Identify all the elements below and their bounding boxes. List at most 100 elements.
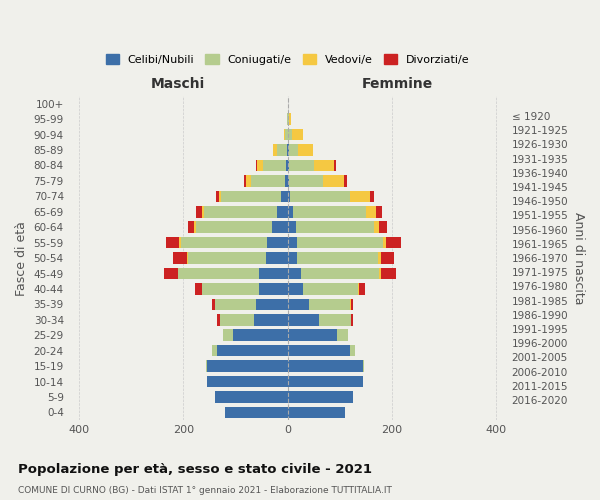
- Bar: [216, 190, 219, 202]
- Bar: [287, 406, 345, 418]
- Bar: [287, 330, 337, 341]
- Bar: [223, 330, 233, 341]
- Bar: [173, 252, 187, 264]
- Bar: [285, 175, 287, 186]
- Bar: [297, 237, 383, 248]
- Bar: [166, 237, 179, 248]
- Bar: [257, 160, 263, 172]
- Bar: [246, 175, 251, 186]
- Bar: [207, 360, 287, 372]
- Bar: [281, 190, 287, 202]
- Bar: [350, 190, 370, 202]
- Bar: [256, 298, 287, 310]
- Bar: [244, 175, 246, 186]
- Bar: [287, 268, 301, 280]
- Bar: [212, 345, 217, 356]
- Bar: [164, 268, 178, 280]
- Bar: [287, 252, 297, 264]
- Bar: [285, 129, 287, 140]
- Bar: [287, 376, 364, 388]
- Bar: [289, 175, 323, 186]
- Bar: [204, 206, 277, 218]
- Bar: [297, 252, 378, 264]
- Bar: [194, 222, 196, 233]
- Bar: [287, 360, 364, 372]
- Bar: [380, 252, 394, 264]
- Bar: [272, 222, 287, 233]
- Bar: [287, 175, 289, 186]
- Bar: [207, 376, 287, 388]
- Bar: [259, 283, 287, 294]
- Text: COMUNE DI CURNO (BG) - Dati ISTAT 1° gennaio 2021 - Elaborazione TUTTITALIA.IT: COMUNE DI CURNO (BG) - Dati ISTAT 1° gen…: [18, 486, 392, 495]
- Bar: [215, 391, 287, 403]
- Bar: [383, 237, 386, 248]
- Bar: [202, 283, 259, 294]
- Bar: [187, 252, 188, 264]
- Bar: [287, 206, 293, 218]
- Bar: [292, 129, 304, 140]
- Bar: [287, 222, 296, 233]
- Bar: [334, 160, 335, 172]
- Bar: [287, 160, 289, 172]
- Bar: [374, 222, 379, 233]
- Bar: [225, 406, 287, 418]
- Text: Maschi: Maschi: [151, 78, 205, 92]
- Bar: [298, 144, 313, 156]
- Bar: [287, 345, 350, 356]
- Bar: [344, 175, 347, 186]
- Y-axis label: Anni di nascita: Anni di nascita: [572, 212, 585, 304]
- Bar: [314, 160, 334, 172]
- Bar: [319, 314, 352, 326]
- Bar: [273, 144, 277, 156]
- Bar: [289, 160, 314, 172]
- Bar: [267, 237, 287, 248]
- Text: Femmine: Femmine: [362, 78, 433, 92]
- Bar: [217, 345, 287, 356]
- Bar: [287, 144, 289, 156]
- Bar: [233, 330, 287, 341]
- Bar: [212, 298, 215, 310]
- Bar: [379, 222, 387, 233]
- Bar: [350, 345, 355, 356]
- Bar: [286, 160, 287, 172]
- Bar: [289, 114, 292, 125]
- Bar: [293, 206, 366, 218]
- Bar: [287, 283, 304, 294]
- Bar: [215, 298, 256, 310]
- Bar: [366, 206, 376, 218]
- Bar: [359, 283, 365, 294]
- Bar: [287, 129, 292, 140]
- Bar: [287, 314, 319, 326]
- Bar: [220, 314, 254, 326]
- Bar: [188, 252, 266, 264]
- Bar: [266, 252, 287, 264]
- Bar: [277, 206, 287, 218]
- Bar: [380, 268, 396, 280]
- Bar: [290, 190, 350, 202]
- Bar: [254, 314, 287, 326]
- Bar: [351, 298, 353, 310]
- Y-axis label: Fasce di età: Fasce di età: [15, 220, 28, 296]
- Bar: [202, 206, 204, 218]
- Bar: [378, 252, 380, 264]
- Bar: [352, 314, 353, 326]
- Bar: [376, 206, 382, 218]
- Bar: [196, 206, 202, 218]
- Bar: [289, 144, 298, 156]
- Bar: [337, 330, 347, 341]
- Bar: [287, 237, 297, 248]
- Bar: [308, 298, 350, 310]
- Bar: [206, 360, 207, 372]
- Bar: [217, 314, 220, 326]
- Bar: [301, 268, 379, 280]
- Bar: [323, 175, 344, 186]
- Bar: [188, 222, 194, 233]
- Bar: [181, 237, 267, 248]
- Bar: [196, 222, 272, 233]
- Bar: [251, 175, 285, 186]
- Bar: [196, 283, 202, 294]
- Bar: [296, 222, 374, 233]
- Bar: [287, 114, 289, 125]
- Legend: Celibi/Nubili, Coniugati/e, Vedovi/e, Divorziati/e: Celibi/Nubili, Coniugati/e, Vedovi/e, Di…: [101, 50, 475, 70]
- Bar: [179, 237, 181, 248]
